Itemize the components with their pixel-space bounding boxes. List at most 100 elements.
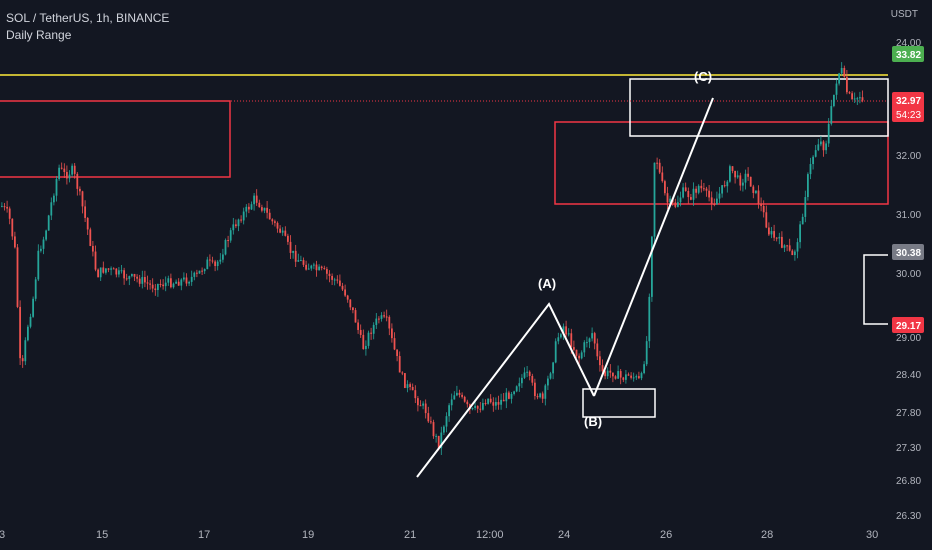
candle-body [263,207,266,211]
candle-body [554,341,557,363]
candle-body [534,382,536,397]
candle-body [118,270,120,275]
candle-body [489,398,492,403]
candle-body [606,370,609,377]
range-low-tag [892,317,924,333]
candle-body [853,98,856,100]
candle-body [583,342,586,353]
candle-body [409,384,411,387]
candle-body [648,296,651,342]
candle-body [497,402,500,405]
candle-body [310,265,313,269]
candle-body [786,245,788,247]
candle-body [344,289,346,296]
candle-body [679,197,682,203]
candle-body [16,247,19,307]
candle-body [60,167,63,169]
candle-body [58,167,60,180]
candle-body [861,97,864,101]
chart-legend[interactable]: SOL / TetherUS, 1h, BINANCE Daily Range [6,10,169,44]
candle-body [318,266,320,271]
supply-zone-left[interactable] [0,100,231,178]
candle-body [768,227,770,235]
wave-line-a[interactable] [416,302,595,478]
candle-body [21,358,24,362]
candle-body [11,218,14,237]
candle-body [32,298,34,317]
time-tick: 21 [404,529,416,541]
candle-body [193,272,196,277]
candle-body [224,240,227,255]
candle-body [146,282,149,284]
candle-body [216,261,219,267]
candle-body [123,270,125,279]
candle-body [809,164,812,175]
candle-body [495,402,497,406]
yellow-level-tag-text: 33.82 [896,50,921,61]
candle-body [66,172,68,179]
candle-body [162,284,164,287]
candle-body [133,274,136,277]
candle-body [747,173,749,177]
candle-body [700,185,703,189]
candle-body [658,162,661,173]
candle-body [248,206,250,210]
candle-body [354,310,357,323]
indicator-name[interactable]: Daily Range [6,28,72,42]
candle-body [92,245,94,252]
price-axis[interactable]: 24.00 32.00 31.00 30.00 29.00 28.40 27.8… [896,38,921,522]
time-tick: 17 [198,529,210,541]
candle-body [692,188,695,200]
target-zone-c[interactable] [629,78,889,137]
time-axis[interactable]: 3 15 17 19 21 12:00 24 26 28 30 [0,529,878,541]
candle-body [427,413,430,422]
candle-body [149,283,151,285]
candle-body [89,229,92,246]
candle-body [175,281,177,284]
symbol-title[interactable]: SOL / TetherUS, 1h, BINANCE [6,11,170,25]
wave-line-c[interactable] [593,97,714,397]
candle-body [638,376,640,379]
candle-body [315,264,318,271]
candle-body [42,239,45,249]
candle-body [677,202,679,207]
candle-body [393,338,396,350]
candle-body [326,269,328,274]
supply-zone-right[interactable] [554,121,889,205]
candle-body [185,277,188,284]
candle-body [476,405,479,409]
candle-body [190,276,193,282]
time-tick: 24 [558,529,570,541]
candle-body [617,371,619,379]
candle-body [214,261,216,267]
candlestick-series [1,62,864,455]
candle-body [596,343,599,357]
wave-label-a: (A) [538,276,556,291]
range-high-tag [892,244,924,260]
candle-body [713,203,716,205]
candle-body [783,245,786,248]
candle-body [424,403,427,414]
candle-body [450,399,453,406]
candle-body [859,97,861,99]
candle-body [796,242,799,252]
candle-body [177,281,180,286]
last-price-tag-text: 32.97 [896,96,921,107]
zone-b[interactable] [582,388,656,418]
candle-body [799,224,801,243]
candle-body [716,198,718,205]
candle-body [320,266,323,269]
candle-body [622,377,625,380]
candle-body [404,373,406,388]
candle-body [731,166,734,171]
candle-body [614,376,617,379]
candle-body [71,165,73,175]
candle-body [463,396,466,402]
candle-body [734,170,736,178]
candle-body [107,268,110,270]
candle-body [138,278,141,284]
candle-body [482,403,484,410]
candle-body [814,150,817,157]
candle-body [578,355,580,359]
